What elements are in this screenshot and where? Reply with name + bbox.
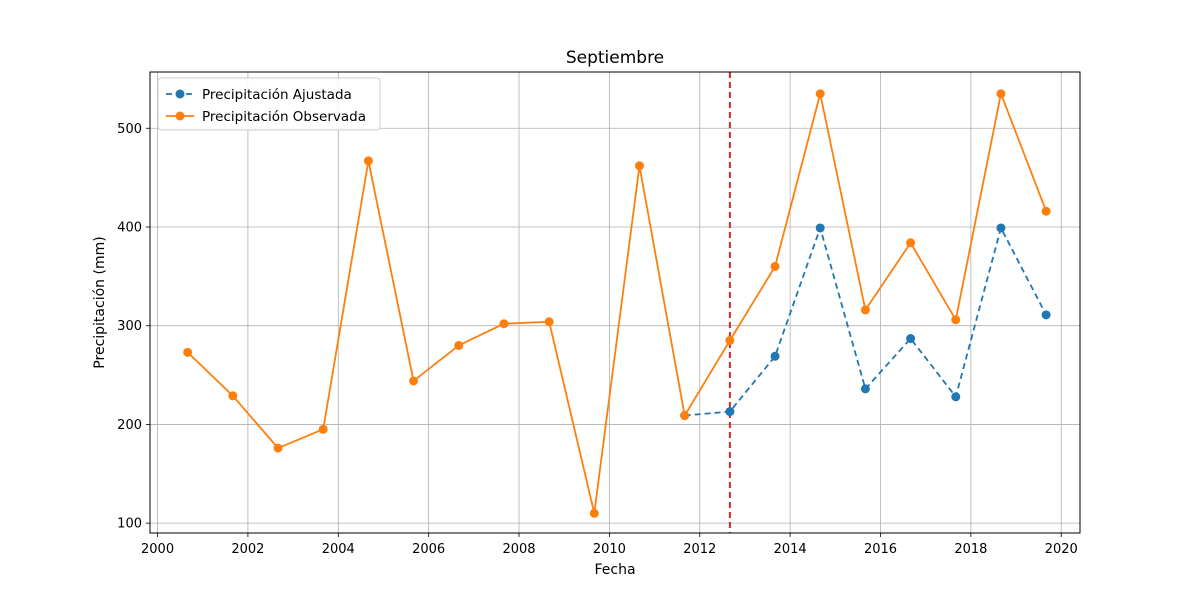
y-tick-label: 300 bbox=[117, 319, 142, 334]
y-tick-label: 100 bbox=[117, 517, 142, 532]
data-point bbox=[906, 334, 916, 344]
x-tick-label: 2002 bbox=[231, 542, 264, 557]
data-point bbox=[951, 315, 961, 325]
y-tick-label: 500 bbox=[117, 122, 142, 137]
data-point bbox=[770, 261, 780, 271]
x-tick-label: 2010 bbox=[593, 542, 626, 557]
data-point bbox=[996, 89, 1006, 99]
data-point bbox=[363, 156, 373, 166]
legend-marker bbox=[175, 89, 185, 99]
data-point bbox=[454, 340, 464, 350]
data-point bbox=[273, 443, 283, 453]
data-point bbox=[409, 376, 419, 386]
data-point bbox=[1041, 310, 1051, 320]
y-axis-label: Precipitación (mm) bbox=[92, 236, 108, 368]
x-tick-label: 2008 bbox=[502, 542, 535, 557]
legend-label: Precipitación Ajustada bbox=[202, 87, 352, 103]
data-point bbox=[318, 424, 328, 434]
legend-label: Precipitación Observada bbox=[202, 109, 366, 125]
data-point bbox=[634, 161, 644, 171]
data-point bbox=[815, 89, 825, 99]
chart-title: Septiembre bbox=[566, 48, 664, 68]
x-tick-label: 2004 bbox=[322, 542, 355, 557]
data-point bbox=[725, 407, 735, 417]
series-2 bbox=[183, 89, 1051, 518]
x-tick-label: 2018 bbox=[954, 542, 987, 557]
x-tick-label: 2006 bbox=[412, 542, 445, 557]
data-point bbox=[860, 305, 870, 315]
data-point bbox=[183, 347, 193, 357]
data-point bbox=[228, 391, 238, 401]
x-tick-label: 2000 bbox=[141, 542, 174, 557]
x-tick-label: 2012 bbox=[683, 542, 716, 557]
data-point bbox=[906, 238, 916, 248]
ticks: 2000 2002 2004 2006 2008 2010 2012 2014 2016 2018… bbox=[117, 122, 1078, 557]
data-point bbox=[544, 317, 554, 327]
series-group bbox=[183, 89, 1051, 518]
series-line bbox=[187, 92, 1047, 515]
x-tick-label: 2016 bbox=[864, 542, 897, 557]
data-point bbox=[589, 508, 599, 518]
legend-box bbox=[157, 77, 381, 131]
data-point bbox=[499, 319, 509, 329]
y-tick-label: 400 bbox=[117, 220, 142, 235]
legend-marker bbox=[175, 111, 185, 121]
data-point bbox=[860, 384, 870, 394]
x-tick-label: 2020 bbox=[1045, 542, 1078, 557]
data-point bbox=[996, 223, 1006, 233]
data-point bbox=[725, 336, 735, 346]
data-point bbox=[951, 392, 961, 402]
data-point bbox=[770, 351, 780, 361]
data-point bbox=[815, 223, 825, 233]
legend: Precipitación Ajustada Precipitación Obse… bbox=[157, 77, 381, 131]
data-point bbox=[680, 411, 690, 421]
plot-frame bbox=[149, 71, 1081, 534]
data-point bbox=[1041, 206, 1051, 216]
x-tick-label: 2014 bbox=[774, 542, 807, 557]
y-tick-label: 200 bbox=[117, 418, 142, 433]
x-axis-label: Fecha bbox=[594, 562, 635, 578]
